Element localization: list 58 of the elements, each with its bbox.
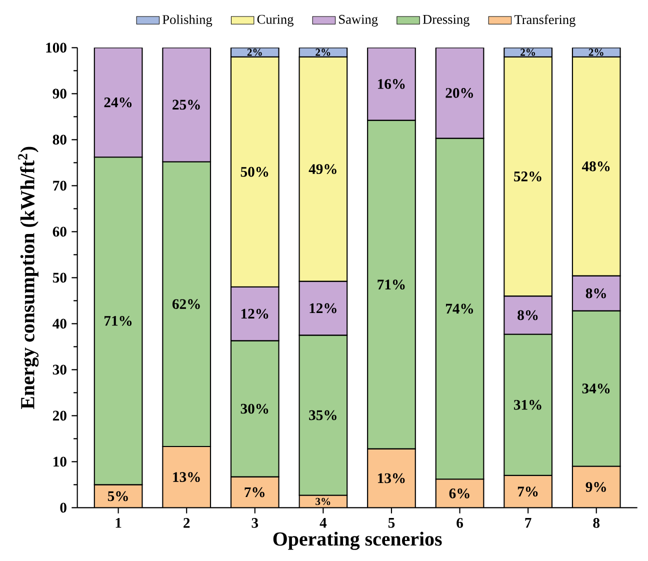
data-label: 8% [518,310,538,320]
data-label: 62% [172,299,200,310]
data-label: 9% [586,482,606,492]
data-label: 25% [172,100,200,110]
y-tick-label: 100 [46,42,66,53]
y-tick-label: 50 [52,272,66,283]
y-tick-label: 30 [52,364,66,375]
x-tick-label: 2 [184,518,190,528]
x-tick-label: 8 [593,518,600,528]
data-label: 48% [582,161,610,172]
data-label: 49% [308,164,336,174]
y-tick-label: 80 [52,134,66,145]
y-tick-label: 10 [54,456,66,467]
data-label: 2% [520,48,536,56]
data-label: 35% [309,410,336,420]
data-label: 3% [316,498,330,506]
x-tick-label: 7 [525,518,532,528]
data-label: 6% [449,488,470,498]
y-axis-title: Energy consumption (kWh/ft$^{2}$) [18,146,39,410]
data-label: 8% [586,288,606,298]
data-label: 74% [446,304,474,314]
data-label: 2% [247,48,262,56]
data-label: 16% [378,79,405,89]
data-label: 7% [244,487,264,498]
y-tick-label: 40 [52,318,66,329]
legend-label: Polishing [162,14,212,27]
data-label: 13% [378,473,405,484]
data-label: 12% [310,303,336,314]
y-tick-label: 90 [52,88,66,99]
data-label: 71% [104,316,132,326]
legend-label: Curing [257,14,294,27]
data-label: 30% [240,404,268,414]
data-label: 50% [240,166,268,177]
x-tick-label: 1 [116,518,122,528]
y-tick-label: 20 [52,410,66,421]
data-label: 7% [518,486,538,497]
data-label: 5% [108,491,128,502]
data-label: 34% [582,384,610,394]
y-tick-label: 70 [53,180,66,191]
x-tick-label: 6 [456,518,463,528]
data-label: 31% [514,400,542,410]
legend-label: Transfering [514,14,576,27]
data-label: 71% [378,280,405,290]
data-label: 20% [446,88,474,98]
legend-label: Dressing [422,14,470,27]
legend-label: Sawing [339,14,378,27]
y-tick-label: 0 [60,502,66,513]
y-tick-label: 60 [52,226,66,237]
data-label: 12% [241,308,268,319]
data-label: 2% [588,48,604,56]
x-tick-label: 3 [252,518,258,528]
data-label: 24% [104,97,132,108]
x-tick-label: 4 [320,518,327,528]
data-label: 2% [316,48,330,56]
data-label: 13% [173,472,200,482]
x-axis-title: Operating scenerios [273,532,442,550]
x-tick-label: 5 [388,518,395,528]
data-label: 52% [514,172,542,182]
